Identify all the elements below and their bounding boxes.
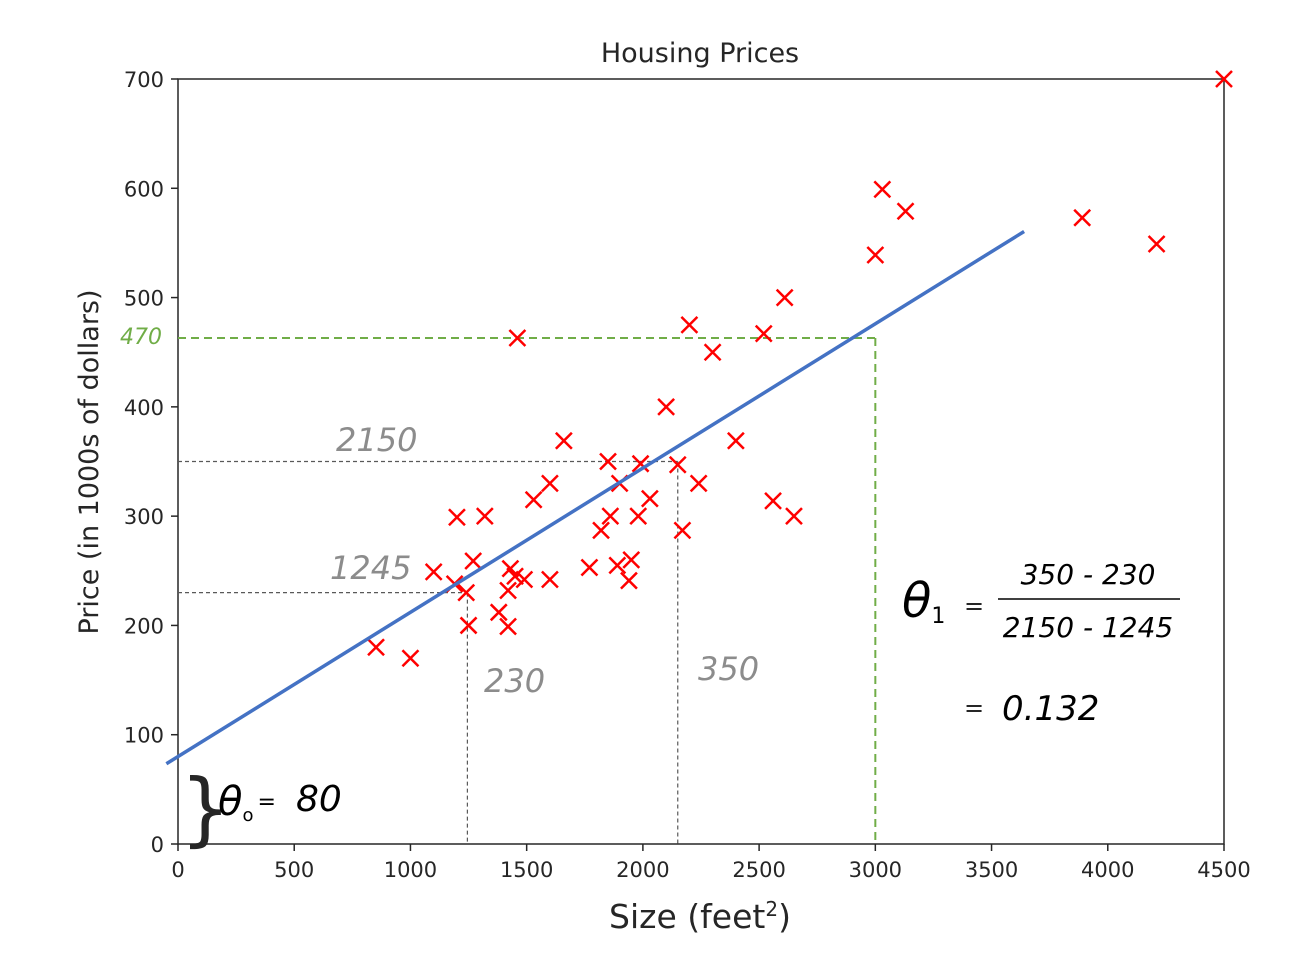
data-point	[599, 452, 617, 471]
x-tick-label: 3000	[849, 858, 902, 882]
x-tick-label: 500	[274, 858, 314, 882]
x-axis-label: Size (feet2)	[609, 897, 791, 936]
data-point	[515, 570, 534, 589]
data-point	[866, 246, 885, 264]
data-point	[608, 556, 627, 575]
data-point	[524, 490, 543, 509]
data-point	[680, 316, 699, 334]
data-point	[554, 431, 573, 450]
theta1-result: 0.132	[1002, 689, 1099, 729]
label-470: 470	[120, 325, 162, 350]
result-equals: =	[964, 694, 984, 722]
data-point	[489, 603, 508, 622]
data-point	[448, 508, 466, 527]
data-point	[424, 562, 443, 581]
label-230: 230	[484, 662, 545, 700]
data-point	[1215, 70, 1233, 88]
data-point	[1147, 235, 1166, 253]
data-point	[896, 202, 915, 221]
x-tick-label: 0	[171, 858, 184, 882]
theta1-numerator: 350 - 230	[1021, 558, 1156, 591]
y-axis-ticks: 0 100 200 300 400 500 600 700	[124, 68, 178, 857]
data-point	[873, 180, 892, 199]
data-point	[1073, 208, 1092, 227]
data-point	[541, 474, 559, 493]
data-point	[506, 567, 524, 586]
data-point	[401, 649, 420, 668]
data-point	[592, 521, 610, 540]
data-point	[464, 552, 483, 570]
data-points	[367, 70, 1233, 668]
x-tick-label: 2500	[732, 858, 785, 882]
y-axis-label: Price (in 1000s of dollars)	[74, 289, 105, 634]
data-point	[764, 491, 782, 510]
y-tick-label: 300	[124, 505, 164, 529]
x-tick-label: 3500	[965, 858, 1018, 882]
data-point	[754, 324, 773, 343]
x-tick-label: 4000	[1081, 858, 1134, 882]
theta0-label: θo=	[218, 779, 276, 826]
y-tick-label: 700	[124, 68, 164, 92]
x-axis-ticks: 0 500 1000 1500 2000 2500 3000 3500 4000 4500	[171, 844, 1251, 882]
y-tick-label: 600	[124, 177, 164, 201]
y-tick-label: 100	[124, 724, 164, 748]
data-point	[668, 455, 687, 474]
guide-lines	[178, 337, 877, 844]
regression-line	[165, 229, 1026, 766]
data-point	[620, 571, 638, 590]
y-tick-label: 200	[124, 614, 164, 638]
data-point	[475, 507, 494, 526]
data-point	[785, 507, 803, 526]
data-point	[541, 570, 559, 589]
data-point	[622, 550, 641, 569]
data-point	[703, 343, 722, 362]
data-point	[673, 521, 692, 540]
x-tick-label: 4500	[1197, 858, 1250, 882]
theta1-label: θ1	[902, 573, 945, 629]
theta1-equals: =	[964, 592, 984, 620]
data-point	[601, 507, 620, 526]
data-point	[580, 558, 599, 577]
data-point	[629, 507, 648, 526]
label-2150: 2150	[336, 421, 417, 459]
data-point	[457, 583, 476, 602]
x-tick-label: 2000	[616, 858, 669, 882]
theta1-denominator: 2150 - 1245	[1003, 611, 1173, 644]
data-point	[367, 638, 385, 657]
data-point	[775, 288, 794, 307]
data-point	[499, 581, 517, 600]
data-point	[726, 431, 745, 450]
x-tick-label: 1000	[384, 858, 437, 882]
data-point	[508, 329, 527, 347]
intercept-brace: }	[180, 762, 231, 855]
data-point	[499, 617, 517, 636]
theta0-value: 80	[296, 779, 342, 820]
label-350: 350	[698, 650, 759, 688]
y-tick-label: 0	[151, 833, 164, 857]
data-point	[657, 397, 676, 416]
data-point	[640, 489, 659, 508]
data-point	[689, 474, 708, 493]
x-tick-label: 1500	[500, 858, 553, 882]
data-point	[459, 616, 478, 635]
chart-title: Housing Prices	[601, 38, 799, 69]
y-tick-label: 400	[124, 396, 164, 420]
label-1245: 1245	[330, 549, 411, 587]
data-point	[631, 454, 650, 473]
y-tick-label: 500	[124, 287, 164, 311]
